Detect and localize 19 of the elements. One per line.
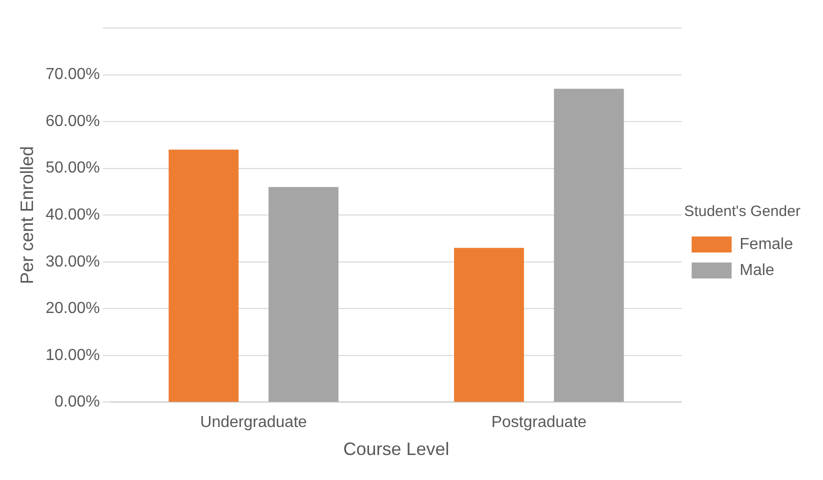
- y-tick-label: 30.00%: [46, 253, 100, 270]
- y-tick-label: 40.00%: [46, 206, 100, 224]
- bar: [168, 150, 239, 402]
- legend-label: Female: [740, 236, 794, 253]
- y-tick-label: 60.00%: [46, 112, 100, 130]
- bar: [268, 187, 338, 402]
- x-axis-title: Course Level: [343, 439, 450, 460]
- y-tick-label: 10.00%: [46, 346, 100, 364]
- legend-label: Male: [740, 262, 774, 279]
- bar: [454, 248, 524, 402]
- x-tick-label: Postgraduate: [491, 414, 587, 432]
- y-axis-title: Per cent Enrolled: [16, 146, 37, 284]
- y-tick-label: 20.00%: [46, 300, 100, 318]
- x-tick-label: Undergraduate: [200, 414, 308, 432]
- y-tick-label: 70.00%: [46, 66, 100, 84]
- y-tick-label: 0.00%: [54, 394, 100, 411]
- y-tick-label: 50.00%: [46, 160, 100, 177]
- legend-title: Student's Gender: [684, 203, 800, 220]
- bar: [554, 88, 624, 402]
